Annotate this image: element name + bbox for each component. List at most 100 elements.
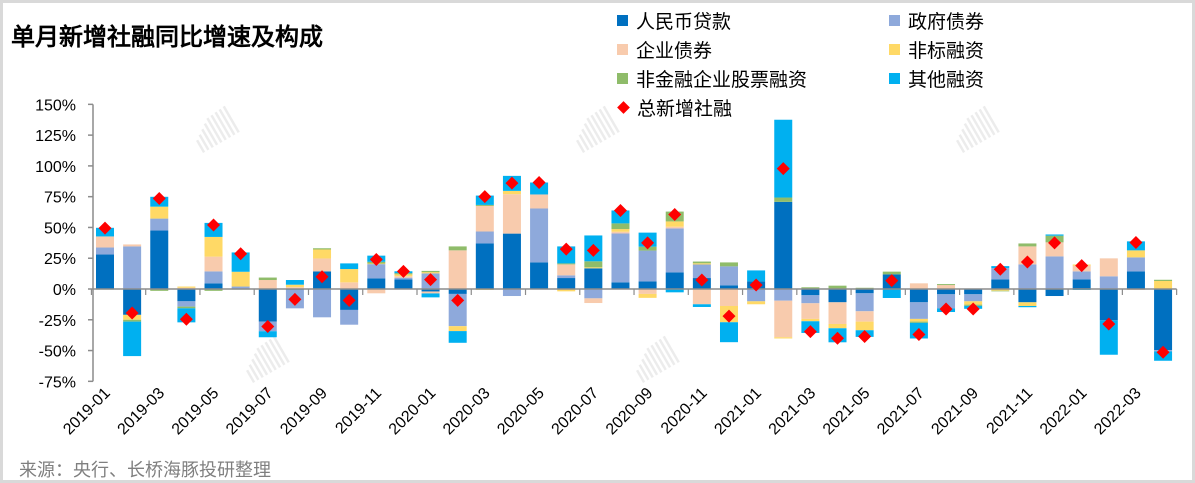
- watermark-logo-graphic: [636, 335, 680, 383]
- total-marker: [749, 278, 763, 292]
- bar-segment: [123, 246, 142, 289]
- bar-segment: [530, 262, 549, 289]
- bar-segment: [801, 289, 820, 296]
- bar-segment: [204, 256, 223, 272]
- bar-segment: [557, 278, 576, 289]
- bar-segment: [747, 301, 766, 305]
- bar-segment: [937, 289, 956, 295]
- total-marker: [858, 330, 872, 344]
- bar-segment: [421, 272, 440, 274]
- bar-segment: [394, 279, 413, 289]
- y-tick-label: 100%: [35, 159, 76, 176]
- total-marker: [478, 190, 492, 204]
- bar-segment: [123, 289, 142, 315]
- bar-segment: [909, 289, 928, 303]
- legend-swatch: [889, 73, 900, 84]
- bar-segment: [774, 337, 793, 339]
- bar-segment: [692, 289, 711, 305]
- bar-segment: [150, 230, 169, 289]
- bar-segment: [1099, 258, 1118, 277]
- bar-segment: [150, 218, 169, 231]
- y-tick-label: 75%: [44, 190, 76, 207]
- bar-segment: [340, 269, 359, 283]
- total-marker: [98, 221, 112, 235]
- total-markers-group: [98, 162, 1170, 359]
- total-marker: [1102, 317, 1116, 331]
- x-tick-label: 2021-03: [766, 385, 820, 439]
- bar-segment: [557, 263, 576, 265]
- bar-segment: [991, 290, 1010, 292]
- legend-item: 其他融资: [889, 65, 984, 92]
- legend-label: 总新增社融: [637, 98, 733, 120]
- bar-segment: [774, 300, 793, 338]
- x-tick-label: 2021-05: [820, 385, 874, 439]
- bar-segment: [882, 289, 901, 298]
- bar-segment: [801, 303, 820, 319]
- bar-segment: [1045, 256, 1064, 289]
- bar-segment: [340, 309, 359, 325]
- bar-segment: [638, 293, 657, 298]
- watermark-logo-graphic: [246, 335, 290, 383]
- x-tick-label: 2020-05: [494, 385, 548, 439]
- total-marker: [641, 236, 655, 250]
- bar-segment: [774, 197, 793, 202]
- bar-segment: [204, 236, 223, 257]
- bar-segment: [909, 318, 928, 322]
- watermark-logo-graphic: [956, 105, 1000, 154]
- source-note: 来源：央行、长桥海豚投研整理: [19, 460, 271, 481]
- bar-segment: [448, 246, 467, 251]
- total-marker: [1075, 259, 1089, 273]
- x-tick-label: 2020-09: [603, 385, 657, 439]
- bar-segment: [692, 263, 711, 265]
- y-tick-label: 125%: [35, 128, 76, 145]
- total-marker: [342, 293, 356, 307]
- legend-item: 非金融企业股票融资: [617, 65, 807, 92]
- x-tick-label: 2021-07: [874, 385, 928, 439]
- y-tick-label: 0%: [53, 282, 76, 299]
- bar-segment: [828, 285, 847, 289]
- bar-segment: [611, 282, 630, 289]
- total-marker: [776, 162, 790, 176]
- bar-segment: [638, 281, 657, 289]
- legend-label: 非金融企业股票融资: [636, 69, 808, 91]
- bar-segment: [448, 331, 467, 343]
- legend-label: 其他融资: [908, 69, 985, 91]
- bar-segment: [1126, 250, 1145, 258]
- total-marker: [396, 264, 410, 278]
- bar-segment: [448, 289, 467, 294]
- total-marker: [288, 292, 302, 306]
- x-tick-label: 2019-11: [332, 385, 385, 438]
- bar-segment: [204, 283, 223, 289]
- bar-segment: [502, 289, 521, 297]
- total-marker: [668, 208, 682, 222]
- bar-segment: [96, 254, 114, 289]
- y-tick-label: -25%: [39, 313, 76, 330]
- x-tick-label: 2019-01: [60, 385, 114, 439]
- bar-segment: [855, 321, 874, 331]
- bar-segment: [285, 284, 304, 288]
- bar-segment: [774, 289, 793, 301]
- chart-title: 单月新增社融同比增速及构成: [11, 23, 323, 51]
- bar-segment: [692, 261, 711, 264]
- legend-item: 总新增社融: [617, 94, 732, 121]
- bar-segment: [475, 243, 494, 289]
- total-marker: [1020, 255, 1034, 269]
- total-marker: [912, 328, 926, 342]
- total-marker: [722, 309, 736, 323]
- bar-segment: [340, 282, 359, 289]
- bar-segment: [719, 289, 738, 306]
- legend-swatch: [617, 15, 628, 26]
- total-marker: [695, 273, 709, 287]
- bar-segment: [665, 226, 684, 229]
- total-marker: [369, 252, 383, 266]
- bar-segment: [1072, 279, 1091, 289]
- bar-segment: [964, 289, 983, 295]
- y-tick-label: -50%: [39, 344, 76, 361]
- bar-segment: [475, 205, 494, 232]
- y-tick-label: -75%: [39, 374, 76, 391]
- total-marker: [831, 331, 845, 345]
- legend-swatch: [617, 73, 628, 84]
- bar-segment: [1072, 271, 1091, 280]
- bar-segment: [1018, 246, 1037, 265]
- bar-segment: [313, 258, 332, 272]
